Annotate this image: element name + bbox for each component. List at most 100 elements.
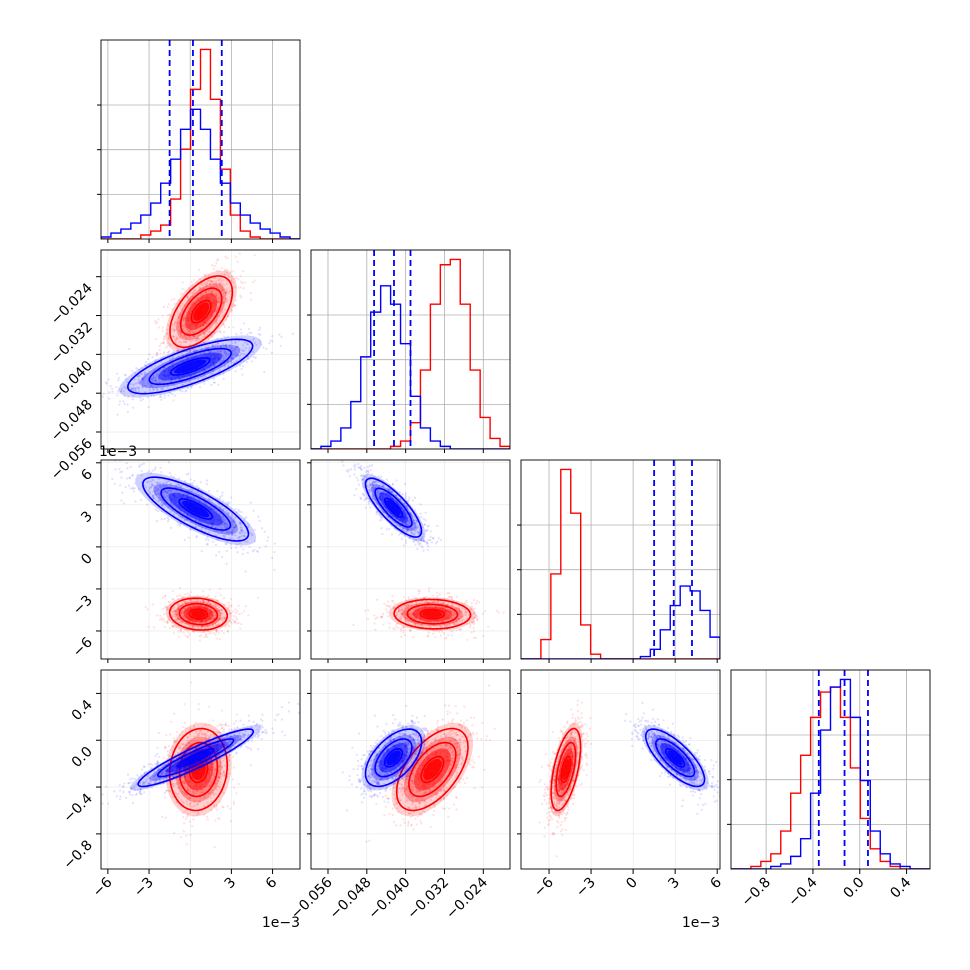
x-tick-label-2: −6	[531, 874, 557, 900]
x-tick-label-0: −3	[131, 875, 157, 901]
red-samples	[538, 699, 593, 858]
histogram-red-0	[101, 48, 300, 239]
panel-frame	[100, 39, 301, 240]
contour-2	[142, 476, 250, 542]
scatter-panel-3-0	[100, 669, 301, 870]
x-tick-label-0: −6	[90, 874, 116, 900]
panel-frame	[730, 669, 931, 870]
y-tick-label-3: 0.4	[69, 697, 96, 724]
y-tick-label-3: 0.0	[69, 744, 96, 771]
panel-frame	[100, 459, 301, 660]
x-tick-label-1: −0.024	[443, 874, 491, 922]
blue-samples	[341, 460, 443, 552]
scatter-panel-3-1	[310, 669, 511, 870]
x-tick-label-3: 0.0	[841, 875, 868, 902]
scatter-panel-1-0	[100, 249, 301, 450]
histogram-blue-1	[311, 285, 510, 449]
x-tick-label-0: 6	[263, 874, 281, 892]
contour-2	[168, 597, 229, 631]
panel-frame	[520, 669, 721, 870]
contour-2	[393, 598, 472, 630]
x-tick-label-1: −0.040	[366, 875, 414, 923]
y-tick-label-2: −3	[70, 592, 96, 618]
blue-samples	[111, 460, 276, 573]
blue-samples	[341, 704, 447, 812]
contour-2	[395, 727, 469, 812]
panel-frame	[100, 249, 301, 450]
scatter-panel-2-0	[100, 459, 301, 660]
scale-label-y-2: 1e−3	[99, 444, 137, 460]
x-tick-label-0: 3	[222, 875, 240, 893]
panel-frame	[100, 669, 301, 870]
histogram-panel-1	[307, 249, 511, 450]
red-samples	[352, 587, 505, 641]
contour-0	[188, 608, 209, 621]
contour-0	[383, 748, 404, 768]
contour-2	[126, 338, 254, 395]
histogram-panel-2	[517, 459, 721, 660]
contour-2	[550, 727, 582, 812]
contour-1	[654, 738, 696, 778]
scale-label-x-2: 1e−3	[682, 915, 720, 931]
contour-1	[160, 487, 232, 531]
x-tick-label-3: −0.4	[785, 874, 820, 909]
contour-0	[420, 755, 445, 784]
x-tick-label-3: 0.4	[887, 874, 914, 901]
contour-2	[364, 728, 423, 788]
histogram-panel-3	[727, 669, 931, 870]
scatter-panel-2-1	[310, 459, 511, 660]
contour-0	[419, 608, 446, 620]
contour-1	[555, 741, 577, 798]
red-samples	[144, 587, 260, 642]
histogram-blue-0	[101, 108, 300, 239]
blue-samples	[101, 701, 300, 805]
y-tick-label-1: −0.024	[48, 280, 96, 328]
contour-0	[176, 748, 215, 768]
x-tick-label-2: −3	[573, 875, 599, 901]
contour-0	[169, 357, 211, 376]
contour-0	[560, 755, 572, 784]
contour-2	[364, 477, 423, 538]
contour-0	[190, 299, 212, 324]
x-tick-label-2: 6	[707, 874, 725, 892]
contour-0	[665, 748, 686, 768]
x-tick-label-2: 0	[623, 875, 641, 893]
histogram-red-1	[311, 258, 510, 449]
scatter-panel-3-2	[520, 669, 721, 870]
contour-2	[168, 727, 229, 812]
y-tick-label-2: 0	[78, 550, 96, 568]
contour-1	[179, 287, 223, 336]
y-tick-label-1: −0.040	[48, 358, 96, 406]
x-tick-label-1: −0.032	[404, 875, 452, 923]
contour-2	[169, 275, 234, 349]
y-tick-label-2: 6	[78, 466, 96, 484]
panel-frame	[310, 669, 511, 870]
panel-frame	[310, 249, 511, 450]
scale-label-x-0: 1e−3	[262, 915, 300, 931]
contour-1	[178, 602, 219, 626]
contour-0	[178, 498, 214, 520]
y-tick-label-3: −0.8	[60, 837, 95, 872]
contour-1	[374, 738, 413, 778]
histogram-panel-0	[97, 39, 301, 240]
panel-frame	[310, 459, 511, 660]
blue-samples	[623, 701, 720, 815]
contour-1	[148, 347, 233, 386]
x-tick-label-2: 3	[665, 875, 683, 893]
histogram-red-2	[521, 468, 720, 659]
contour-1	[408, 741, 457, 798]
y-tick-label-2: 3	[78, 508, 96, 526]
x-tick-label-0: 0	[180, 875, 198, 893]
y-tick-label-2: −6	[70, 634, 96, 660]
contour-2	[644, 728, 706, 788]
panel-frame	[520, 459, 721, 660]
contour-1	[156, 738, 235, 778]
x-tick-label-3: −0.8	[739, 875, 774, 910]
contour-1	[406, 603, 459, 625]
y-tick-label-1: −0.032	[48, 319, 96, 367]
y-tick-label-1: −0.048	[48, 397, 96, 445]
red-samples	[365, 684, 496, 843]
contour-1	[374, 487, 413, 528]
histogram-blue-3	[731, 678, 930, 869]
